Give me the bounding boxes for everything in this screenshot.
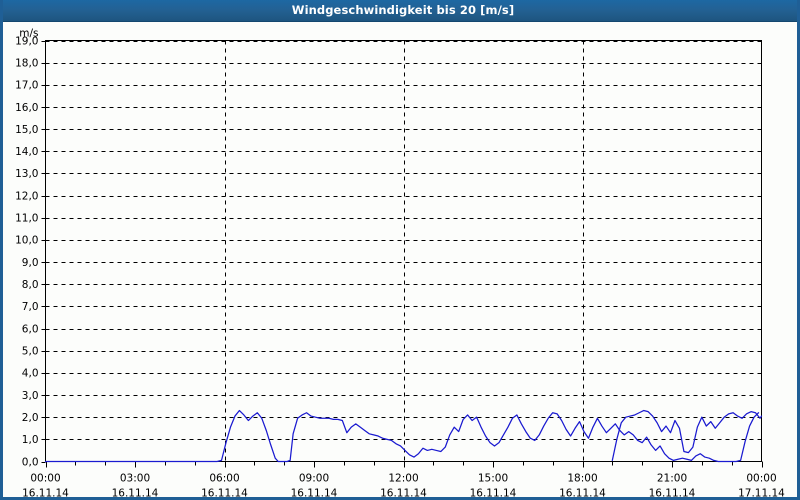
y-tick-label: 12,0 bbox=[15, 190, 38, 202]
x-tick-label-time: 15:00 bbox=[478, 473, 508, 485]
vertical-gridlines bbox=[225, 40, 584, 462]
y-tick-label: 17,0 bbox=[15, 80, 38, 92]
x-tick-label-date: 16.11.14 bbox=[112, 488, 159, 500]
title-bar: Windgeschwindigkeit bis 20 [m/s] bbox=[3, 0, 797, 22]
y-tick-label: 3,0 bbox=[22, 390, 39, 402]
y-tick-label: 15,0 bbox=[15, 124, 38, 136]
tick-marks bbox=[41, 41, 763, 468]
y-tick-label: 0,0 bbox=[22, 456, 39, 468]
data-series-group bbox=[44, 409, 763, 463]
x-tick-label-date: 17.11.14 bbox=[738, 488, 785, 500]
x-tick-label-time: 18:00 bbox=[567, 473, 597, 485]
y-tick-label: 14,0 bbox=[15, 146, 38, 158]
y-tick-label: 13,0 bbox=[15, 168, 38, 180]
x-tick-label-time: 06:00 bbox=[209, 473, 239, 485]
y-tick-label: 4,0 bbox=[22, 368, 39, 380]
x-tick-label-time: 00:00 bbox=[30, 473, 60, 485]
y-tick-label: 19,0 bbox=[15, 35, 38, 47]
y-tick-label: 8,0 bbox=[22, 279, 39, 291]
y-tick-label: 1,0 bbox=[22, 434, 39, 446]
x-tick-label-date: 16.11.14 bbox=[22, 488, 69, 500]
y-tick-label: 5,0 bbox=[22, 346, 39, 358]
x-tick-label-time: 00:00 bbox=[746, 473, 776, 485]
x-axis-labels: 00:00 16.11.14 03:00 16.11.14 06:00 16.11.14 0… bbox=[22, 473, 785, 500]
y-tick-label: 7,0 bbox=[22, 301, 39, 313]
y-axis-labels: 0,0 1,0 2,0 3,0 4,0 5,0 6,0 7,0 8,0 9,0 10,0 11,0 12… bbox=[15, 35, 38, 468]
chart-background bbox=[3, 22, 797, 497]
x-tick-label-date: 16.11.14 bbox=[559, 488, 606, 500]
y-axis-unit: m/s bbox=[19, 28, 38, 40]
y-tick-label: 6,0 bbox=[22, 323, 39, 335]
y-tick-label: 18,0 bbox=[15, 57, 38, 69]
y-tick-label: 10,0 bbox=[15, 235, 38, 247]
y-tick-label: 2,0 bbox=[22, 412, 39, 424]
x-tick-label-time: 03:00 bbox=[120, 473, 150, 485]
x-tick-label-date: 16.11.14 bbox=[380, 488, 427, 500]
x-tick-label-time: 12:00 bbox=[388, 473, 418, 485]
x-tick-label-date: 16.11.14 bbox=[649, 488, 696, 500]
y-tick-label: 11,0 bbox=[15, 213, 38, 225]
x-tick-label-time: 21:00 bbox=[657, 473, 687, 485]
chart-title: Windgeschwindigkeit bis 20 [m/s] bbox=[291, 3, 515, 17]
x-tick-label-date: 16.11.14 bbox=[201, 488, 248, 500]
x-tick-label-time: 09:00 bbox=[299, 473, 329, 485]
axis-frame bbox=[44, 39, 763, 463]
x-tick-label-date: 16.11.14 bbox=[291, 488, 338, 500]
data-series-line bbox=[611, 409, 763, 462]
plot-frame bbox=[44, 39, 763, 463]
wind-speed-line-chart: 0,0 1,0 2,0 3,0 4,0 5,0 6,0 7,0 8,0 9,0 10,0 11,0 12… bbox=[3, 22, 797, 500]
data-series-line bbox=[44, 409, 760, 463]
y-axis-unit-label: m/s bbox=[19, 28, 38, 40]
x-tick-label-date: 16.11.14 bbox=[470, 488, 517, 500]
y-tick-label: 16,0 bbox=[15, 102, 38, 114]
y-tick-label: 9,0 bbox=[22, 257, 39, 269]
